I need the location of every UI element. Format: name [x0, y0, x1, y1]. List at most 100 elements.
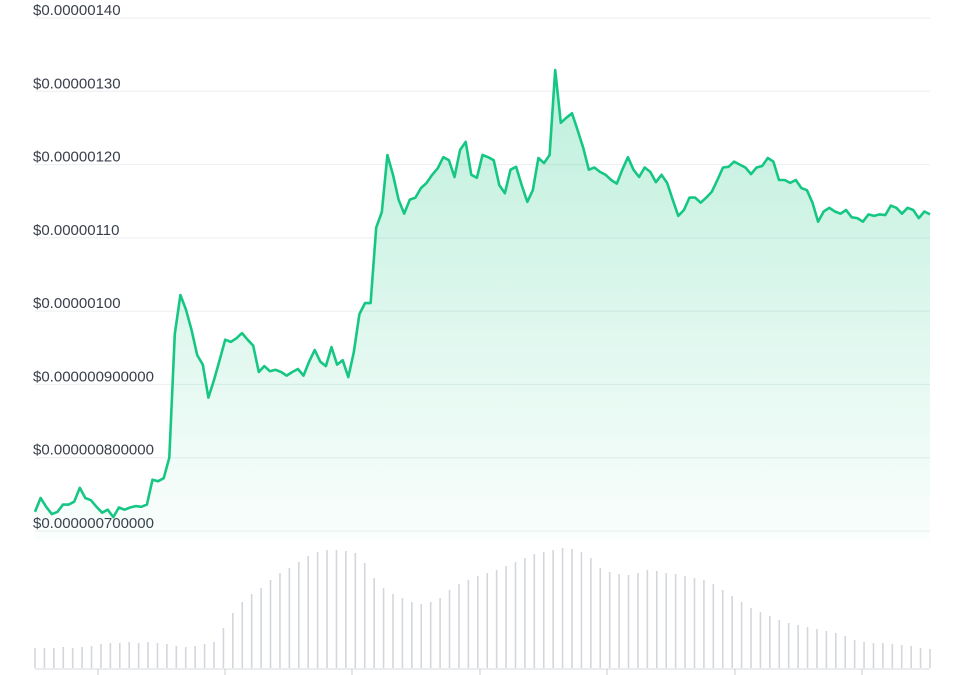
volume-bar	[627, 575, 630, 668]
volume-bar	[684, 576, 686, 668]
volume-bar	[505, 566, 507, 668]
volume-bar	[363, 563, 366, 668]
volume-bar	[128, 642, 131, 668]
volume-bar	[222, 628, 225, 668]
volume-bar	[514, 562, 517, 668]
volume-bar	[590, 558, 592, 668]
y-tick-label: $0.00000110	[33, 222, 119, 239]
volume-bar	[203, 644, 206, 668]
volume-bar	[910, 646, 912, 668]
volume-bar	[571, 549, 573, 668]
volume-bar	[825, 631, 828, 668]
y-tick-label: $0.00000100	[33, 295, 121, 312]
volume-bar	[62, 647, 65, 668]
volume-bar	[297, 562, 300, 668]
volume-bar	[599, 568, 602, 668]
volume-bar	[439, 598, 441, 668]
volume-bar	[53, 648, 55, 668]
y-tick-label: $0.000000900000	[33, 368, 154, 385]
volume-bar	[260, 588, 262, 668]
volume-bar	[731, 596, 733, 668]
volume-bar	[100, 644, 102, 668]
volume-bar	[703, 580, 705, 668]
volume-bar	[90, 646, 93, 668]
y-tick-label: $0.00000120	[33, 149, 121, 166]
volume-bar	[81, 647, 83, 668]
volume-bar	[618, 574, 620, 668]
volume-bar	[411, 602, 413, 668]
volume-bar	[863, 642, 865, 668]
volume-bar	[241, 602, 244, 668]
volume-bar	[373, 578, 375, 668]
y-tick-label: $0.00000140	[33, 2, 121, 19]
volume-bar	[467, 580, 470, 668]
volume-bar	[316, 552, 319, 668]
volume-bar	[166, 644, 168, 668]
volume-bar	[147, 642, 149, 668]
volume-bar	[665, 573, 668, 668]
volume-bar	[392, 594, 394, 668]
volume-bars	[34, 548, 931, 668]
volume-bar	[759, 612, 762, 668]
volume-bar	[882, 643, 884, 668]
plot	[33, 68, 931, 540]
volume-bar	[533, 554, 536, 668]
volume-bar	[797, 625, 799, 668]
volume-bar	[354, 553, 357, 668]
volume-bar	[769, 616, 771, 668]
volume-bar	[580, 552, 583, 668]
volume-bar	[401, 598, 404, 668]
volume-bar	[552, 550, 554, 668]
volume-bar	[326, 550, 328, 668]
volume-bar	[335, 550, 338, 668]
volume-bar	[458, 584, 460, 668]
volume-bar	[279, 573, 281, 668]
volume-bar	[929, 649, 931, 668]
volume-bar	[900, 645, 903, 668]
volume-bar	[740, 602, 743, 668]
volume-bar	[721, 590, 724, 668]
price-area	[35, 70, 930, 540]
volume-bar	[288, 568, 291, 668]
volume-bar	[844, 636, 847, 668]
volume-bar	[778, 620, 781, 668]
volume-bar	[637, 573, 639, 668]
volume-bar	[919, 648, 922, 668]
volume-bar	[853, 640, 856, 668]
price-line	[33, 68, 931, 519]
volume-bar	[476, 576, 479, 668]
volume-bar	[655, 571, 658, 668]
volume-bar	[693, 578, 696, 668]
volume-bar	[816, 629, 818, 668]
volume-bar	[250, 594, 253, 668]
volume-bar	[806, 627, 809, 668]
volume-bar	[429, 602, 432, 668]
volume-bar	[542, 552, 545, 668]
volume-bar	[156, 643, 159, 668]
volume-bar	[787, 623, 790, 668]
volume-bar	[646, 570, 649, 668]
volume-bar	[486, 573, 489, 668]
volume-bar	[175, 646, 178, 668]
volume-bar	[184, 647, 187, 668]
y-tick-label: $0.000000800000	[33, 442, 154, 459]
volume-bar	[345, 551, 347, 668]
volume-bar	[420, 604, 423, 668]
y-tick-label: $0.00000130	[33, 75, 121, 92]
volume-bar	[712, 584, 715, 668]
volume-bar	[891, 644, 894, 668]
volume-bar	[213, 642, 215, 668]
x-axis-ticks	[97, 669, 863, 675]
volume-bar	[872, 643, 875, 668]
volume-bar	[307, 556, 310, 668]
volume-bar	[561, 548, 564, 668]
volume-bar	[269, 580, 272, 668]
volume-bar	[382, 588, 385, 668]
volume-bar	[232, 613, 234, 668]
volume-bar	[750, 608, 752, 668]
volume-bar	[118, 643, 121, 668]
volume-bar	[834, 633, 837, 668]
volume-bar	[71, 648, 74, 668]
